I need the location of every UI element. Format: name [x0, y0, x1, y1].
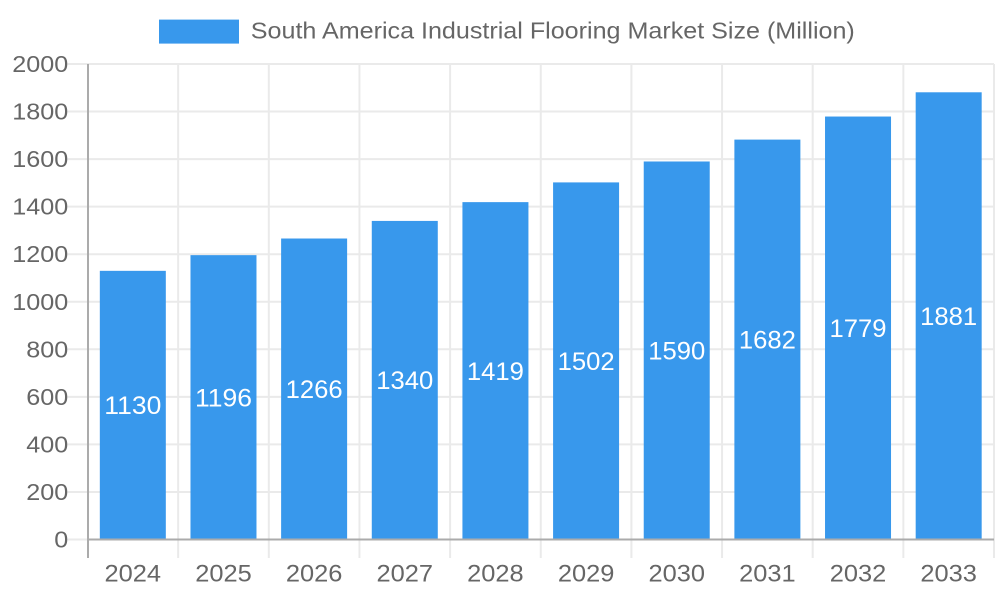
svg-text:1800: 1800 — [12, 99, 68, 125]
svg-text:2027: 2027 — [377, 561, 434, 588]
svg-text:2031: 2031 — [739, 561, 796, 588]
svg-text:800: 800 — [26, 336, 68, 362]
svg-text:2029: 2029 — [558, 561, 615, 588]
svg-text:1000: 1000 — [12, 289, 68, 315]
svg-text:200: 200 — [26, 479, 68, 505]
svg-text:2033: 2033 — [920, 561, 977, 588]
svg-text:1590: 1590 — [648, 337, 705, 365]
svg-text:1600: 1600 — [12, 146, 68, 172]
svg-text:1196: 1196 — [195, 384, 252, 412]
svg-text:1881: 1881 — [920, 303, 977, 331]
svg-text:1779: 1779 — [830, 315, 887, 343]
svg-text:2028: 2028 — [467, 561, 524, 588]
svg-text:1682: 1682 — [739, 327, 796, 355]
svg-text:1502: 1502 — [558, 348, 615, 376]
svg-text:1400: 1400 — [12, 194, 68, 220]
svg-text:0: 0 — [54, 527, 68, 553]
svg-text:1340: 1340 — [376, 367, 433, 395]
svg-text:600: 600 — [26, 384, 68, 410]
svg-text:South America Industrial Floor: South America Industrial Flooring Market… — [251, 18, 855, 44]
svg-text:1200: 1200 — [12, 241, 68, 267]
svg-text:2025: 2025 — [195, 561, 252, 588]
svg-text:2026: 2026 — [286, 561, 343, 588]
svg-text:1266: 1266 — [286, 376, 343, 404]
svg-text:1419: 1419 — [467, 358, 524, 386]
svg-text:2032: 2032 — [830, 561, 887, 588]
svg-text:1130: 1130 — [104, 392, 161, 420]
svg-text:2030: 2030 — [648, 561, 705, 588]
svg-text:2000: 2000 — [12, 51, 68, 77]
svg-text:2024: 2024 — [105, 561, 162, 588]
svg-text:400: 400 — [26, 431, 68, 457]
